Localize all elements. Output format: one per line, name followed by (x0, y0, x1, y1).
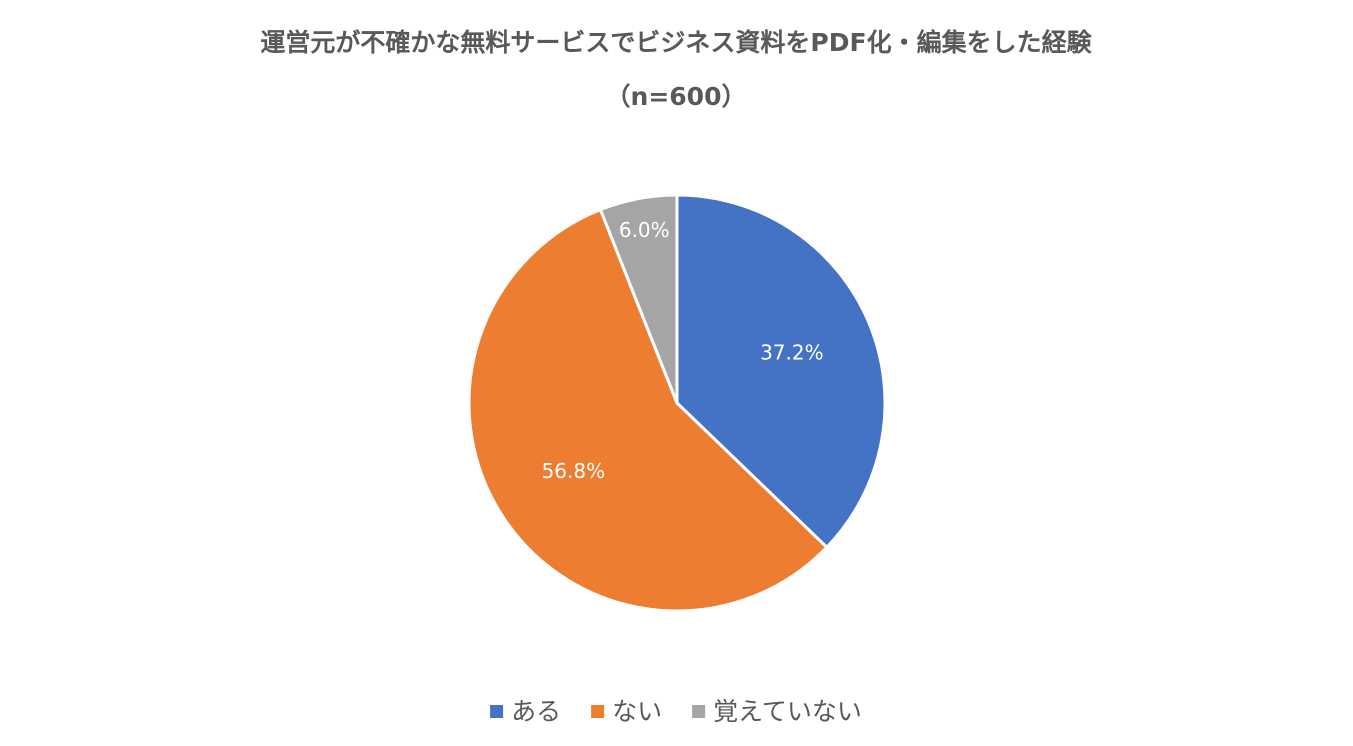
data-label: 56.8% (542, 459, 606, 483)
chart-subtitle: （n=600） (606, 82, 747, 111)
data-label: 37.2% (760, 341, 824, 365)
legend-swatch (692, 705, 706, 718)
pie-slice (675, 193, 887, 550)
legend-label: ない (612, 697, 662, 726)
pie-slice (467, 207, 829, 613)
legend-swatch (591, 705, 605, 718)
legend-label: 覚えていない (713, 697, 862, 726)
chart-title: 運営元が不確かな無料サービスでビジネス資料をPDF化・編集をした経験 (260, 28, 1092, 57)
legend-swatch (490, 705, 504, 718)
data-label: 6.0% (619, 218, 670, 242)
legend-label: ある (511, 697, 561, 726)
pie-slice (598, 193, 679, 404)
